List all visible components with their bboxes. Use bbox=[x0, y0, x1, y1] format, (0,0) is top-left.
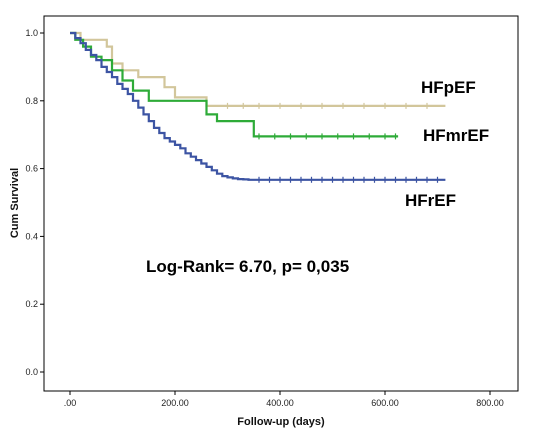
x-tick-label: .00 bbox=[64, 398, 77, 408]
series-line-hfpef bbox=[70, 31, 446, 107]
series-line-hfref bbox=[70, 31, 446, 181]
x-axis-title: Follow-up (days) bbox=[237, 416, 325, 428]
x-tick-label: 600.00 bbox=[371, 398, 399, 408]
x-tick-label: 800.00 bbox=[476, 398, 504, 408]
y-tick-label: 0.8 bbox=[25, 96, 38, 106]
y-tick-label: 0.0 bbox=[25, 367, 38, 377]
series-label-hfref: HFrEF bbox=[405, 191, 456, 210]
x-tick-label: 400.00 bbox=[266, 398, 294, 408]
series-line-hfmref bbox=[70, 31, 399, 138]
y-tick-label: 0.6 bbox=[25, 164, 38, 174]
axes: 0.0 0.2 0.4 0.6 0.8 1.0 .00 200.00 400.00 600.00 8… bbox=[25, 28, 503, 408]
y-axis-title: Cum Survival bbox=[9, 168, 21, 238]
log-rank-annotation: Log-Rank= 6.70, p= 0,035 bbox=[146, 257, 349, 276]
x-tick-label: 200.00 bbox=[161, 398, 189, 408]
series-label-hfmref: HFmrEF bbox=[423, 126, 489, 145]
series-label-hfpef: HFpEF bbox=[421, 78, 476, 97]
y-tick-label: 0.4 bbox=[25, 231, 38, 241]
y-tick-label: 1.0 bbox=[25, 28, 38, 38]
y-tick-label: 0.2 bbox=[25, 299, 38, 309]
series-layer bbox=[70, 31, 446, 183]
